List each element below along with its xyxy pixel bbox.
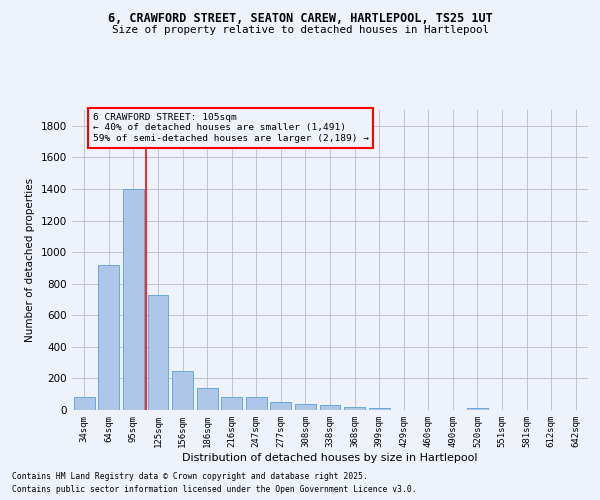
Bar: [295, 404, 316, 410]
Y-axis label: Number of detached properties: Number of detached properties: [25, 178, 35, 342]
Bar: [197, 388, 218, 410]
Bar: [246, 396, 267, 410]
Text: Contains public sector information licensed under the Open Government Licence v3: Contains public sector information licen…: [12, 485, 416, 494]
Bar: [74, 396, 95, 410]
Bar: [221, 396, 242, 410]
Text: Contains HM Land Registry data © Crown copyright and database right 2025.: Contains HM Land Registry data © Crown c…: [12, 472, 368, 481]
Text: Size of property relative to detached houses in Hartlepool: Size of property relative to detached ho…: [112, 25, 488, 35]
Bar: [172, 372, 193, 410]
Bar: [344, 407, 365, 410]
Bar: [368, 408, 389, 410]
X-axis label: Distribution of detached houses by size in Hartlepool: Distribution of detached houses by size …: [182, 452, 478, 462]
Bar: [123, 189, 144, 410]
Text: 6, CRAWFORD STREET, SEATON CAREW, HARTLEPOOL, TS25 1UT: 6, CRAWFORD STREET, SEATON CAREW, HARTLE…: [107, 12, 493, 26]
Bar: [148, 294, 169, 410]
Bar: [271, 402, 292, 410]
Bar: [320, 406, 340, 410]
Text: 6 CRAWFORD STREET: 105sqm
← 40% of detached houses are smaller (1,491)
59% of se: 6 CRAWFORD STREET: 105sqm ← 40% of detac…: [92, 113, 368, 143]
Bar: [467, 408, 488, 410]
Bar: [98, 264, 119, 410]
